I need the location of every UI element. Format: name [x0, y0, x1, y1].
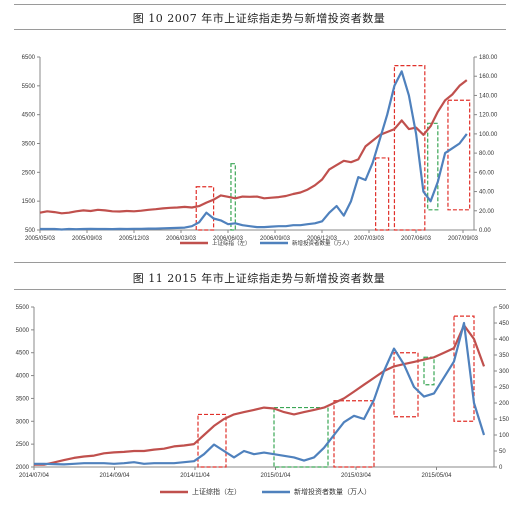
left-tick-label: 4500: [22, 113, 36, 119]
right-tick-label: 100: [499, 433, 510, 439]
chart-2-title: 图 11 2015 年市上证综指走势与新增投资者数量: [132, 272, 386, 285]
legend-investors-label: 新增投资者数量（万人）: [294, 487, 371, 496]
red-highlight-box: [375, 157, 390, 231]
right-tick-label: 80.00: [479, 151, 495, 157]
index-series-line: [39, 79, 468, 215]
chart-1-title-rule: [14, 29, 506, 30]
x-tick-label: 2014/07/04: [19, 473, 50, 479]
red-highlight-box: [197, 413, 227, 468]
left-tick-label: 5500: [16, 305, 30, 311]
right-tick-label: 160.00: [479, 74, 498, 80]
green-highlight-box: [273, 406, 329, 468]
x-tick-label: 2006/06/03: [213, 236, 244, 242]
right-tick-label: 250: [499, 385, 510, 391]
red-highlight-box: [393, 65, 426, 231]
x-tick-label: 2015/01/04: [260, 473, 291, 479]
left-tick-label: 2500: [16, 442, 30, 448]
green-highlight-box: [423, 356, 435, 386]
right-tick-label: 150: [499, 417, 510, 423]
left-tick-label: 4500: [16, 351, 30, 357]
chart-1-title: 图 10 2007 年市上证综指走势与新增投资者数量: [132, 12, 386, 25]
x-tick-label: 2005/05/03: [25, 236, 56, 242]
green-highlight-box: [427, 122, 439, 211]
index-series-line: [34, 324, 486, 466]
left-tick-label: 5000: [16, 328, 30, 334]
right-tick-label: 50: [499, 449, 506, 455]
right-tick-label: 300: [499, 369, 510, 375]
x-tick-label: 2005/09/03: [72, 236, 103, 242]
right-tick-label: 400: [499, 337, 510, 343]
x-tick-label: 2006/12/03: [307, 236, 338, 242]
left-tick-label: 3500: [16, 396, 30, 402]
legend-index-label: 上证综指（左）: [192, 487, 241, 496]
left-tick-label: 500: [25, 228, 36, 234]
x-tick-label: 2006/03/03: [166, 236, 197, 242]
right-tick-label: 20.00: [479, 209, 495, 215]
left-tick-label: 6500: [22, 55, 36, 61]
left-tick-label: 2000: [16, 465, 30, 471]
right-tick-label: 140.00: [479, 93, 498, 99]
left-tick-label: 3000: [16, 419, 30, 425]
x-tick-label: 2014/11/04: [180, 473, 210, 479]
left-tick-label: 3500: [22, 142, 36, 148]
investors-series-line: [34, 321, 486, 466]
red-highlight-box: [333, 400, 375, 468]
chart-2-title-rule: [14, 289, 506, 290]
legend-index-label: 上证综指（左）: [212, 239, 251, 247]
left-tick-label: 1500: [22, 199, 36, 205]
x-tick-label: 2006/09/03: [260, 236, 291, 242]
x-tick-label: 2007/09/03: [448, 236, 479, 242]
x-tick-label: 2015/05/04: [421, 473, 452, 479]
chart-1: 500 1500 2500 3500 4500 5500 6500 0.00 20.00 40.0…: [22, 55, 498, 247]
red-highlight-box: [195, 186, 215, 231]
left-tick-label: 5500: [22, 84, 36, 90]
left-tick-label: 4000: [16, 374, 30, 380]
chart-2: 2000 2500 3000 3500 4000 4500 5000 5500 0 50 100 15…: [16, 305, 510, 496]
red-highlight-box: [447, 99, 471, 211]
chart-2-top-rule: [14, 262, 506, 263]
investors-series-line: [40, 70, 468, 231]
right-tick-label: 200: [499, 401, 510, 407]
red-highlight-box: [453, 315, 475, 422]
right-tick-label: 450: [499, 321, 510, 327]
right-tick-label: 40.00: [479, 190, 495, 196]
x-tick-label: 2007/03/03: [354, 236, 385, 242]
right-tick-label: 100.00: [479, 132, 498, 138]
right-tick-label: 500: [499, 305, 510, 311]
x-tick-label: 2014/09/04: [99, 473, 130, 479]
legend-investors-label: 新增投资者数量（万人）: [292, 239, 353, 247]
x-tick-label: 2007/06/03: [401, 236, 432, 242]
right-tick-label: 120.00: [479, 113, 498, 119]
right-tick-label: 180.00: [479, 55, 498, 61]
right-tick-label: 0.00: [479, 228, 491, 234]
left-tick-label: 2500: [22, 170, 36, 176]
right-tick-label: 350: [499, 353, 510, 359]
x-tick-label: 2015/03/04: [341, 473, 372, 479]
right-tick-label: 0: [499, 465, 503, 471]
x-tick-label: 2005/12/03: [119, 236, 150, 242]
top-rule: [14, 4, 506, 5]
right-tick-label: 60.00: [479, 170, 495, 176]
